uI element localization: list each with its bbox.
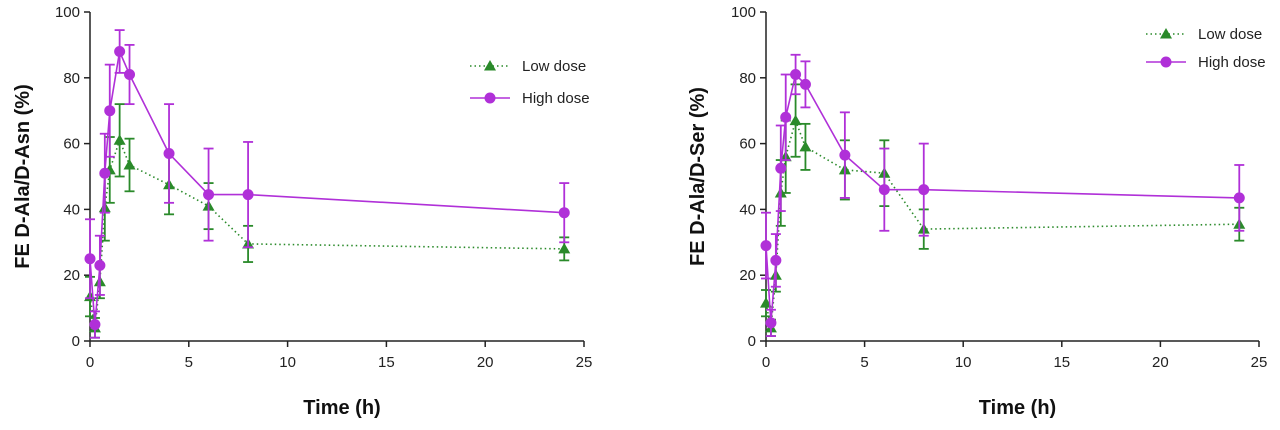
data-point xyxy=(89,319,101,331)
x-tick-label: 0 xyxy=(86,354,94,371)
data-point xyxy=(789,114,802,126)
y-tick-label: 100 xyxy=(731,4,756,21)
series-line xyxy=(89,137,565,328)
data-point xyxy=(790,69,802,81)
y-axis-title: FE D-Ala/D-Asn (%) xyxy=(12,84,34,268)
data-point xyxy=(114,45,126,57)
data-point xyxy=(775,162,787,174)
y-tick-label: 100 xyxy=(55,4,80,21)
data-point xyxy=(84,253,96,265)
legend-label: High dose xyxy=(1198,54,1266,71)
data-point xyxy=(1233,192,1245,204)
legend-label: High dose xyxy=(522,90,590,107)
data-point xyxy=(99,167,111,179)
legend-entry: Low dose xyxy=(470,58,586,75)
data-point xyxy=(770,254,782,266)
x-tick-label: 5 xyxy=(860,354,868,371)
x-tick-label: 10 xyxy=(955,354,972,371)
x-tick-label: 20 xyxy=(1152,354,1169,371)
data-point xyxy=(163,147,175,159)
series-line xyxy=(765,72,1240,323)
legend-label: Low dose xyxy=(1198,26,1262,43)
x-tick-label: 5 xyxy=(185,354,193,371)
legend-entry: High dose xyxy=(1146,54,1266,71)
series-line xyxy=(89,48,565,325)
legend-marker xyxy=(1160,56,1172,68)
y-tick-label: 0 xyxy=(748,333,756,350)
x-tick-label: 15 xyxy=(1053,354,1070,371)
y-tick-label: 40 xyxy=(739,201,756,218)
series-high-dose xyxy=(84,29,570,339)
legend-marker xyxy=(1160,28,1172,39)
legend-entry: High dose xyxy=(470,90,590,107)
data-point xyxy=(878,184,890,196)
x-tick-label: 20 xyxy=(477,354,494,371)
data-point xyxy=(839,149,851,161)
y-tick-label: 80 xyxy=(63,70,80,87)
data-point xyxy=(760,240,772,252)
y-tick-label: 80 xyxy=(739,70,756,87)
data-point xyxy=(94,259,106,271)
data-point xyxy=(123,158,136,170)
x-tick-label: 0 xyxy=(762,354,770,371)
legend-entry: Low dose xyxy=(1146,26,1262,43)
data-point xyxy=(918,184,930,196)
data-point xyxy=(780,111,792,123)
y-tick-label: 60 xyxy=(63,136,80,153)
x-tick-label: 10 xyxy=(279,354,296,371)
x-axis-title: Time (h) xyxy=(979,397,1056,419)
series-low-dose xyxy=(84,103,571,339)
chart-panel-1: 0 20 40 60 80 100 0 5 10 15 20 25 Time (h) FE D-Ala/D… xyxy=(12,4,592,419)
chart-panel-2: 0 20 40 60 80 100 0 5 10 15 20 25 Time (h) FE D-Ala/D… xyxy=(687,4,1267,419)
data-point xyxy=(124,69,136,81)
series-low-dose xyxy=(760,83,1246,337)
data-point xyxy=(558,242,571,254)
y-tick-label: 20 xyxy=(739,267,756,284)
y-axis-title: FE D-Ala/D-Ser (%) xyxy=(687,87,709,266)
data-point xyxy=(203,189,215,201)
x-axis-title: Time (h) xyxy=(303,397,380,419)
series-line xyxy=(765,117,1240,328)
y-tick-label: 0 xyxy=(72,333,80,350)
data-point xyxy=(104,105,116,117)
y-tick-label: 40 xyxy=(63,201,80,218)
x-tick-label: 25 xyxy=(576,354,593,371)
x-tick-label: 15 xyxy=(378,354,395,371)
data-point xyxy=(799,78,811,90)
legend-marker xyxy=(484,92,496,104)
data-point xyxy=(765,317,777,329)
data-point xyxy=(558,207,570,219)
data-point xyxy=(242,189,254,201)
x-tick-label: 25 xyxy=(1251,354,1268,371)
data-point xyxy=(113,134,126,145)
legend-label: Low dose xyxy=(522,58,586,75)
legend-marker xyxy=(484,60,496,71)
series-high-dose xyxy=(760,53,1245,337)
y-tick-label: 60 xyxy=(739,136,756,153)
data-point xyxy=(799,140,812,152)
y-tick-label: 20 xyxy=(63,267,80,284)
